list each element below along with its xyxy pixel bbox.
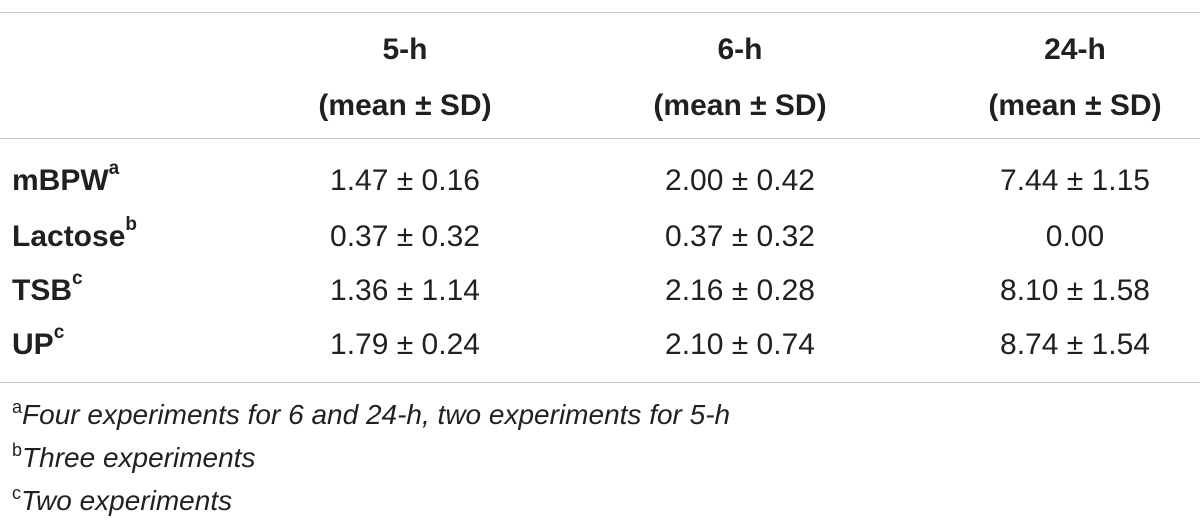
table-cell: 8.10 ± 1.58 (1000, 274, 1150, 307)
table-bottom-rule (0, 382, 1200, 383)
row-label-text: TSB (12, 274, 72, 307)
table-cell: 0.37 ± 0.32 (665, 220, 815, 253)
table-cell: 2.16 ± 0.28 (665, 274, 815, 307)
table-cell: 7.44 ± 1.15 (1000, 164, 1150, 197)
table-cell: 2.10 ± 0.74 (665, 328, 815, 361)
table-cell: 0.00 (1045, 220, 1105, 253)
footnote-mark: a (12, 397, 23, 417)
column-header-line2: (mean ± SD) (653, 89, 827, 122)
table-top-rule (0, 12, 1200, 13)
table-row: UPc 1.79 ± 0.24 2.10 ± 0.74 8.74 ± 1.54 (0, 316, 1200, 372)
table-cell: 1.79 ± 0.24 (330, 328, 480, 361)
table-row: Lactoseb 0.37 ± 0.32 0.37 ± 0.32 0.00 (0, 208, 1200, 264)
table-cell: 1.47 ± 0.16 (330, 164, 480, 197)
table-row: TSBc 1.36 ± 1.14 2.16 ± 0.28 8.10 ± 1.58 (0, 262, 1200, 318)
footnote: cTwo experiments (12, 484, 232, 518)
footnote: aFour experiments for 6 and 24-h, two ex… (12, 398, 730, 432)
footnote-text: Two experiments (21, 485, 233, 516)
row-label-text: Lactose (12, 220, 126, 253)
row-label: mBPWa (12, 159, 119, 200)
row-label-footnote-mark: c (53, 322, 65, 343)
column-header-24h: 24-h (mean ± SD) (930, 30, 1200, 126)
table-cell: 1.36 ± 1.14 (330, 274, 480, 307)
footnote-text: Three experiments (22, 442, 256, 473)
footnote-text: Four experiments for 6 and 24-h, two exp… (22, 399, 731, 430)
row-label: Lactoseb (12, 215, 137, 256)
table-header-rule (0, 138, 1200, 139)
column-header-line1: 6-h (717, 33, 763, 66)
column-header-line2: (mean ± SD) (318, 89, 492, 122)
footnote: bThree experiments (12, 441, 255, 475)
column-header-line1: 5-h (382, 33, 428, 66)
row-label-footnote-mark: a (108, 158, 120, 179)
table-cell: 8.74 ± 1.54 (1000, 328, 1150, 361)
row-label: UPc (12, 323, 64, 364)
table-cell: 2.00 ± 0.42 (665, 164, 815, 197)
row-label-footnote-mark: b (125, 214, 137, 235)
table-row: mBPWa 1.47 ± 0.16 2.00 ± 0.42 7.44 ± 1.1… (0, 152, 1200, 208)
row-label: TSBc (12, 269, 83, 310)
row-label-text: mBPW (12, 164, 109, 197)
footnote-mark: b (12, 440, 23, 460)
column-header-6h: 6-h (mean ± SD) (595, 30, 885, 126)
column-header-5h: 5-h (mean ± SD) (260, 30, 550, 126)
table-cell: 0.37 ± 0.32 (330, 220, 480, 253)
footnote-mark: c (12, 483, 21, 503)
column-header-line1: 24-h (1044, 33, 1106, 66)
row-label-footnote-mark: c (72, 268, 83, 289)
row-label-text: UP (12, 328, 54, 361)
column-header-line2: (mean ± SD) (988, 89, 1162, 122)
